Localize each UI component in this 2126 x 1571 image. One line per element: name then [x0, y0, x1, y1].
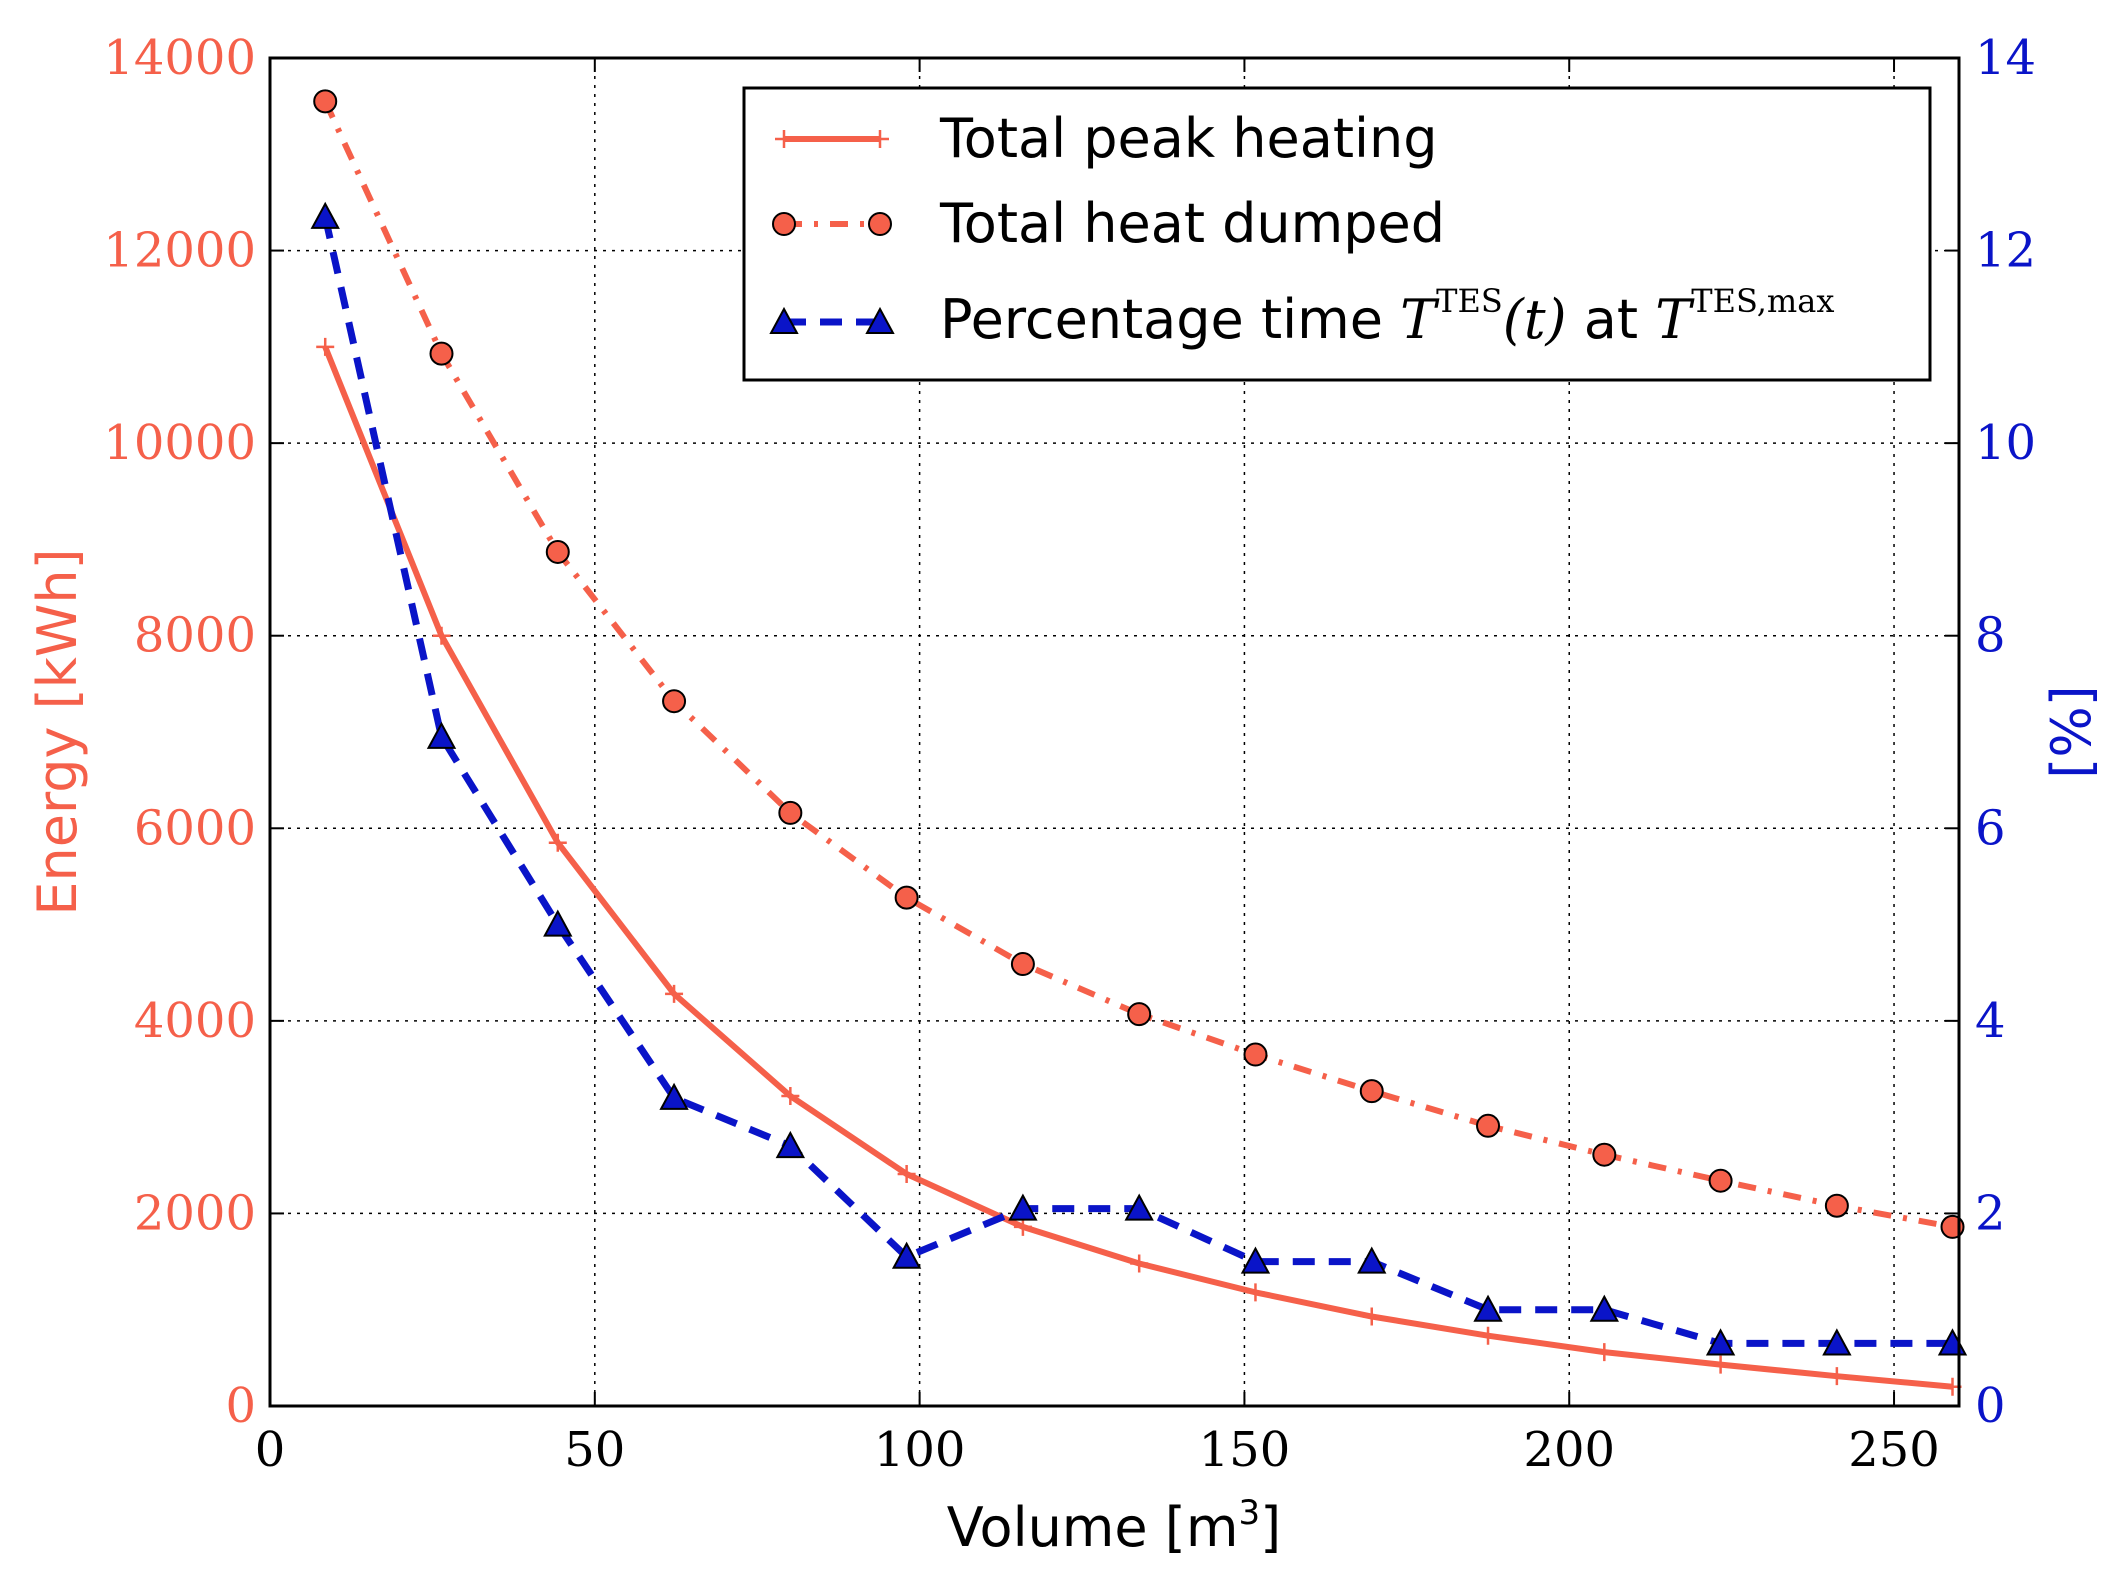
legend-label-peak: Total peak heating: [939, 107, 1438, 170]
series-line-percent: [321, 216, 1953, 1347]
data-point-peak: [897, 1164, 916, 1183]
data-point-percent: [1240, 1246, 1271, 1274]
x-axis-label-end: ]: [1260, 1496, 1281, 1559]
data-point-dumped: [313, 89, 338, 114]
legend-marker-peak: [775, 130, 793, 148]
data-point-percent: [310, 201, 340, 229]
data-point-percent: [1822, 1328, 1852, 1356]
data-point-peak: [1827, 1367, 1846, 1386]
series-dumped: [313, 89, 1965, 1239]
data-point-peak: [1479, 1326, 1498, 1345]
y-right-tick-label: 14: [1975, 30, 2036, 86]
data-point-peak: [665, 984, 684, 1003]
y-left-tick-label: 8000: [134, 608, 256, 664]
data-point-percent: [891, 1241, 922, 1269]
x-tick-label: 250: [1848, 1422, 1940, 1478]
data-point-dumped: [662, 689, 687, 714]
data-point-peak: [781, 1086, 800, 1105]
legend-marker-dumped: [868, 212, 892, 236]
legend-marker-percent: [865, 306, 895, 335]
x-tick-label: 0: [255, 1422, 286, 1478]
data-point-percent: [1589, 1294, 1619, 1322]
data-point-dumped: [778, 800, 803, 825]
legend-samples: [769, 130, 895, 335]
legend-box: [742, 86, 1932, 382]
data-point-dumped: [1127, 1002, 1152, 1027]
x-axis-label-main: Volume [m: [947, 1496, 1239, 1559]
y-left-tick-label: 14000: [103, 30, 256, 86]
y-left-tick-label: 0: [225, 1378, 256, 1434]
data-point-dumped: [1010, 952, 1035, 977]
x-tick-label: 100: [874, 1422, 966, 1478]
legend-percent-sup2: TES,max: [1691, 282, 1834, 320]
data-point-peak: [432, 626, 451, 645]
legend-percent-var: T: [1400, 288, 1440, 351]
ticks: 0 50 100 150 200 2500200040006000800010000120…: [103, 30, 2036, 1478]
data-point-peak: [1711, 1355, 1730, 1374]
legend-percent-mid: at: [1567, 288, 1656, 351]
x-axis-label-sup: 3: [1238, 1493, 1260, 1533]
x-tick-label: 150: [1199, 1422, 1291, 1478]
y-right-tick-label: 10: [1975, 415, 2036, 471]
series-peak: [316, 337, 1962, 1396]
legend-marker-peak: [871, 130, 889, 148]
legend-marker-dumped: [772, 212, 796, 236]
data-point-percent: [1473, 1294, 1503, 1322]
y-axis-left-label: Energy [kWh]: [26, 548, 89, 915]
data-point-peak: [548, 833, 567, 852]
x-tick-label: 200: [1523, 1422, 1615, 1478]
x-axis-label: Volume [m3]: [947, 1493, 1281, 1559]
legend-percent-var2: T: [1655, 288, 1695, 351]
y-left-tick-label: 12000: [103, 223, 256, 279]
data-point-percent: [1357, 1246, 1387, 1274]
data-point-dumped: [1359, 1079, 1384, 1104]
legend-percent-arg: (t): [1503, 288, 1567, 351]
data-point-percent: [659, 1082, 689, 1110]
data-point-peak: [1013, 1217, 1032, 1236]
series-layer: [310, 89, 1968, 1396]
y-left-tick-label: 6000: [134, 800, 256, 856]
y-right-tick-label: 8: [1975, 608, 2006, 664]
data-point-percent: [1008, 1193, 1038, 1221]
y-left-tick-label: 4000: [134, 993, 256, 1049]
y-right-tick-label: 2: [1975, 1185, 2006, 1241]
y-left-tick-label: 2000: [134, 1185, 256, 1241]
data-point-percent: [1124, 1193, 1154, 1221]
data-point-percent: [426, 721, 457, 749]
data-point-peak: [1362, 1307, 1381, 1326]
y-left-tick-label: 10000: [103, 415, 256, 471]
legend-marker-percent: [769, 306, 799, 335]
legend-label-percent: Percentage time TTES(t) at TTES,max: [940, 282, 1834, 351]
data-point-peak: [316, 337, 335, 356]
y-right-tick-label: 12: [1975, 223, 2036, 279]
plot-frame: [268, 56, 1961, 1408]
data-point-dumped: [1243, 1042, 1268, 1067]
x-tick-label: 50: [564, 1422, 625, 1478]
data-point-percent: [543, 909, 573, 937]
data-point-peak: [1595, 1343, 1614, 1362]
data-point-dumped: [1592, 1142, 1617, 1167]
data-point-peak: [1246, 1283, 1265, 1302]
legend-percent-prefix: Percentage time: [940, 288, 1400, 351]
data-point-peak: [1130, 1254, 1149, 1273]
data-point-dumped: [1476, 1113, 1501, 1138]
legend-label-dumped: Total heat dumped: [939, 192, 1445, 255]
y-right-tick-label: 6: [1975, 800, 2006, 856]
data-point-percent: [1705, 1328, 1736, 1356]
series-percent: [310, 201, 1968, 1356]
data-point-dumped: [1708, 1168, 1733, 1193]
y-right-tick-label: 4: [1975, 993, 2006, 1049]
legend: Total peak heating Total heat dumped Per…: [742, 86, 1932, 382]
data-point-dumped: [429, 341, 454, 366]
data-point-dumped: [545, 539, 570, 564]
legend-percent-sup1: TES: [1436, 282, 1503, 320]
y-axis-right-label: [%]: [2040, 685, 2103, 778]
data-point-percent: [775, 1130, 806, 1159]
y-right-tick-label: 0: [1975, 1378, 2006, 1434]
data-point-dumped: [1824, 1193, 1849, 1218]
data-point-dumped: [894, 885, 919, 910]
series-line-peak: [322, 345, 1953, 1390]
